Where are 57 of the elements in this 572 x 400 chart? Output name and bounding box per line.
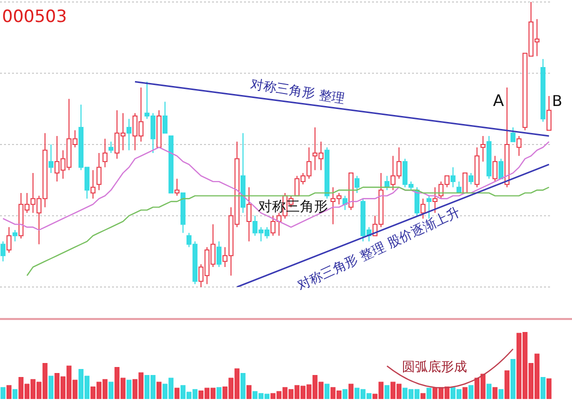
candlestick [246, 186, 252, 242]
bar [546, 378, 552, 399]
candlestick [48, 144, 54, 174]
bar [240, 373, 246, 399]
bar [216, 387, 222, 399]
bar [420, 393, 426, 399]
candlestick [492, 155, 498, 182]
candlestick [96, 152, 102, 191]
candlestick [498, 158, 504, 180]
bar [462, 387, 468, 399]
bar [0, 387, 6, 399]
candlestick [6, 226, 12, 254]
annotation: B [552, 92, 562, 110]
bar [486, 384, 492, 399]
candlestick [354, 175, 360, 194]
bar [174, 388, 180, 399]
candlestick [216, 240, 222, 268]
bar [498, 389, 504, 399]
candlestick [462, 172, 468, 194]
bar [348, 384, 354, 399]
annotation: 对称三角形 整理 [249, 77, 346, 107]
annotation: 圆弧底形成 [402, 360, 467, 375]
candlestick [450, 166, 456, 188]
annotation: A [493, 91, 504, 110]
bar [156, 382, 162, 399]
candlestick [12, 230, 18, 242]
candlestick [516, 135, 522, 156]
bar [384, 385, 390, 399]
bar [48, 376, 54, 399]
candlestick [414, 186, 420, 216]
candlestick [102, 138, 108, 168]
candlestick [126, 118, 132, 151]
candlestick [0, 240, 6, 262]
bar [12, 389, 18, 399]
bar [6, 385, 12, 399]
candlestick [432, 186, 438, 214]
bar [342, 389, 348, 399]
bar [504, 370, 510, 399]
candlestick [342, 195, 348, 211]
bar [540, 377, 546, 399]
candlestick [108, 141, 114, 154]
bar [246, 385, 252, 399]
bar [468, 385, 474, 399]
bar [126, 380, 132, 399]
bar [426, 388, 432, 399]
candlestick [546, 96, 552, 131]
candlestick [90, 170, 96, 200]
candlestick [174, 178, 180, 196]
chart-title: 000503 [2, 7, 67, 27]
bar [492, 387, 498, 399]
bar [510, 358, 516, 399]
bar [324, 384, 330, 399]
candlestick [468, 172, 474, 185]
candlestick [162, 101, 168, 134]
candlestick [510, 126, 516, 142]
candlestick [480, 135, 486, 162]
bar [108, 382, 114, 399]
